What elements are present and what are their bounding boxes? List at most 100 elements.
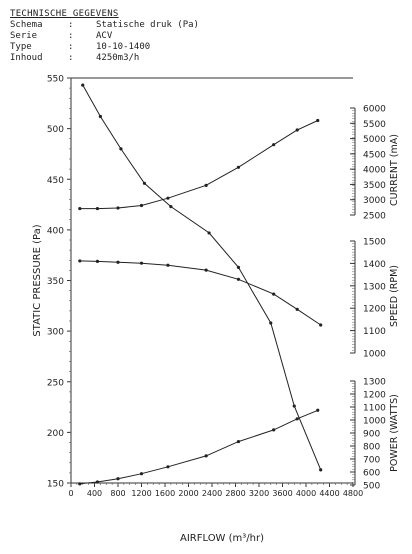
spec-title: TECHNISCHE GEGEVENS (10, 9, 119, 19)
right-tick-label: 1100 (363, 404, 386, 414)
data-point-pressure (98, 114, 102, 119)
data-point-speed (116, 260, 120, 264)
x-tick-label: 2000 (178, 489, 198, 498)
right-tick-label: 1500 (363, 238, 386, 248)
spec-value: 4250m3/h (96, 53, 140, 63)
y-axis-title: STATIC PRESSURE (Pa) (32, 224, 43, 336)
spec-value: 10-10-1400 (96, 42, 151, 52)
data-point-pressure (169, 204, 173, 209)
right-tick-label: 5000 (363, 135, 386, 145)
data-point-pressure (319, 468, 323, 472)
right-tick-label: 1400 (363, 260, 386, 270)
x-tick-label: 3600 (272, 489, 292, 498)
spec-separator: : (68, 53, 74, 63)
right-tick-label: 1100 (363, 327, 386, 337)
right-tick-label: 6000 (363, 105, 386, 115)
y-tick-label: 250 (47, 378, 64, 388)
x-tick-label: 400 (87, 489, 102, 498)
x-tick-label: 1600 (155, 489, 175, 498)
y-tick-label: 500 (47, 125, 64, 135)
series-line-speed (79, 260, 321, 326)
data-point-pressure (142, 181, 147, 185)
y-tick-label: 400 (47, 226, 64, 236)
data-point-power (166, 465, 170, 469)
x-tick-label: 3200 (249, 489, 269, 498)
data-point-power (204, 454, 208, 458)
right-tick-label: 4500 (363, 150, 386, 160)
data-point-current (272, 143, 276, 147)
right-tick-label: 3500 (363, 181, 386, 191)
spec-row: Type : 10-10-1400 (10, 42, 199, 53)
data-point-pressure (292, 404, 296, 408)
data-point-current (78, 206, 82, 211)
spec-block: TECHNISCHE GEGEVENS Schema : Statische d… (10, 9, 199, 64)
x-tick-label: 4800 (343, 489, 363, 498)
spec-row: Schema : Statische druk (Pa) (10, 20, 199, 31)
data-point-power (116, 477, 120, 481)
data-point-speed (204, 268, 208, 272)
data-point-current (116, 206, 120, 210)
right-tick-label: 1000 (363, 350, 386, 360)
data-point-power (139, 472, 144, 476)
right-tick-label: 800 (363, 443, 380, 453)
data-point-current (295, 128, 299, 132)
spec-key: Serie (10, 31, 38, 41)
data-point-speed (319, 323, 323, 327)
data-point-power (78, 482, 82, 486)
y-tick-label: 450 (47, 176, 64, 186)
x-tick-label: 4000 (296, 489, 316, 498)
right-tick-label: 600 (363, 469, 380, 479)
right-tick-label: 1000 (363, 417, 386, 427)
data-point-power (95, 480, 100, 484)
spec-key: Schema (10, 20, 43, 30)
y-tick-label: 350 (47, 277, 64, 287)
data-point-pressure (81, 83, 85, 87)
data-point-speed (139, 261, 144, 265)
right-tick-label: 700 (363, 456, 380, 466)
data-point-current (166, 196, 170, 200)
x-tick-label: 0 (68, 489, 73, 498)
y-tick-label: 300 (47, 328, 64, 338)
data-point-current (95, 206, 100, 211)
spec-separator: : (68, 31, 74, 41)
x-tick-label: 800 (110, 489, 125, 498)
y-tick-label: 550 (47, 75, 64, 85)
right-tick-label: 3000 (363, 196, 386, 206)
data-point-speed (295, 307, 299, 311)
data-point-pressure (207, 231, 211, 235)
right-tick-label: 1300 (363, 378, 386, 388)
right-tick-label: 900 (363, 430, 380, 440)
data-point-current (236, 165, 241, 169)
series-line-power (79, 409, 318, 485)
data-point-speed (166, 263, 170, 267)
right-axis-title: SPEED (RPM) (389, 265, 400, 327)
spec-separator: : (68, 20, 74, 30)
right-tick-label: 1200 (363, 305, 386, 315)
x-tick-label: 2800 (225, 489, 245, 498)
data-point-pressure (269, 321, 273, 325)
spec-row: Serie : ACV (10, 31, 199, 42)
data-point-current (139, 203, 144, 208)
spec-value: Statische druk (Pa) (96, 20, 199, 30)
right-axis-title: CURRENT (mA) (389, 134, 400, 206)
series-line-current (79, 120, 319, 210)
x-tick-label: 4400 (319, 489, 339, 498)
data-point-current (316, 118, 320, 123)
spec-separator: : (68, 42, 74, 52)
spec-key: Inhoud (10, 53, 43, 63)
right-tick-label: 1300 (363, 282, 386, 292)
data-point-power (316, 408, 320, 412)
data-point-power (272, 428, 276, 432)
y-tick-label: 150 (47, 480, 64, 490)
data-point-power (295, 417, 299, 421)
y-tick-label: 200 (47, 429, 64, 439)
right-tick-label: 5500 (363, 120, 386, 130)
data-point-speed (236, 277, 241, 281)
data-point-speed (272, 292, 276, 296)
right-axis-title: POWER (WATTS) (389, 394, 400, 472)
x-axis-title: AIRFLOW (m³/hr) (180, 533, 264, 544)
right-tick-label: 4000 (363, 166, 386, 176)
data-point-speed (95, 259, 100, 263)
data-point-power (236, 439, 241, 444)
